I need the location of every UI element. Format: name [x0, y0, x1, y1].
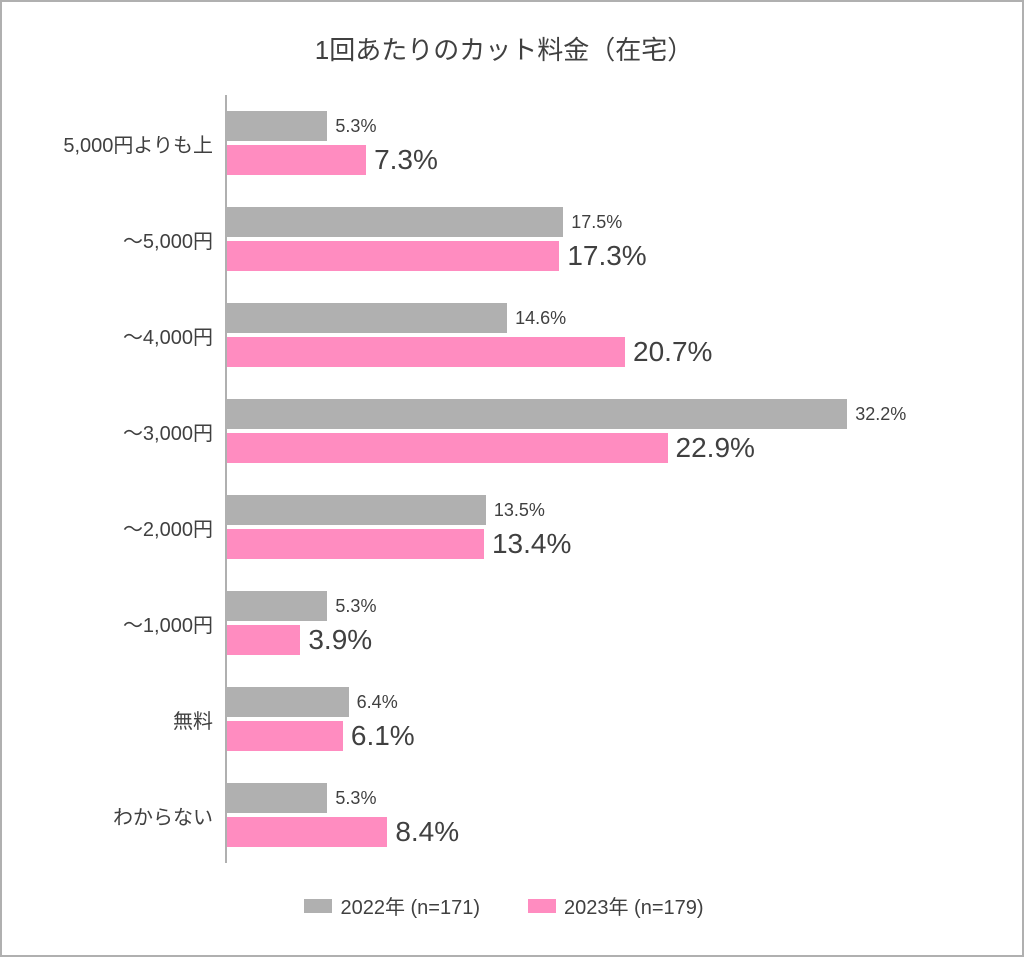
- bar-row-2022: 5.3%: [225, 783, 998, 813]
- bars-area: 5.3% 7.3%: [225, 95, 998, 191]
- bar-row-2023: 20.7%: [225, 337, 998, 367]
- bar-2022: [225, 399, 847, 429]
- bar-2022: [225, 207, 563, 237]
- value-label-2023: 17.3%: [567, 242, 646, 270]
- bar-2023: [225, 529, 484, 559]
- bar-2023: [225, 145, 366, 175]
- chart-container: 1回あたりのカット料金（在宅） 5,000円よりも上 5.3% 7.3% ～5,000…: [0, 0, 1024, 957]
- category-label: わからない: [10, 801, 225, 830]
- bar-2023: [225, 433, 668, 463]
- bar-2022: [225, 495, 486, 525]
- value-label-2023: 6.1%: [351, 722, 415, 750]
- bar-2022: [225, 591, 327, 621]
- value-label-2023: 22.9%: [676, 434, 755, 462]
- bar-row-2022: 14.6%: [225, 303, 998, 333]
- bar-2023: [225, 337, 625, 367]
- value-label-2022: 17.5%: [571, 213, 622, 231]
- bars-area: 14.6% 20.7%: [225, 287, 998, 383]
- category-row: ～2,000円 13.5% 13.4%: [10, 479, 998, 575]
- category-label: ～1,000円: [10, 609, 225, 638]
- bar-row-2022: 17.5%: [225, 207, 998, 237]
- legend-swatch-2023: [528, 899, 556, 913]
- category-row: 無料 6.4% 6.1%: [10, 671, 998, 767]
- bar-row-2023: 7.3%: [225, 145, 998, 175]
- bars-area: 17.5% 17.3%: [225, 191, 998, 287]
- category-label: 無料: [10, 705, 225, 734]
- category-row: ～3,000円 32.2% 22.9%: [10, 383, 998, 479]
- bar-row-2022: 13.5%: [225, 495, 998, 525]
- value-label-2023: 3.9%: [308, 626, 372, 654]
- value-label-2023: 20.7%: [633, 338, 712, 366]
- bar-row-2022: 32.2%: [225, 399, 998, 429]
- bar-2023: [225, 241, 559, 271]
- bar-2022: [225, 783, 327, 813]
- value-label-2022: 5.3%: [335, 789, 376, 807]
- category-label: ～5,000円: [10, 225, 225, 254]
- category-label: ～3,000円: [10, 417, 225, 446]
- bar-row-2023: 13.4%: [225, 529, 998, 559]
- chart-title: 1回あたりのカット料金（在宅）: [10, 30, 998, 67]
- category-label: ～2,000円: [10, 513, 225, 542]
- bar-2023: [225, 625, 300, 655]
- bar-2022: [225, 111, 327, 141]
- category-label: 5,000円よりも上: [10, 129, 225, 158]
- value-label-2022: 32.2%: [855, 405, 906, 423]
- bar-2022: [225, 303, 507, 333]
- category-row: ～4,000円 14.6% 20.7%: [10, 287, 998, 383]
- value-label-2023: 8.4%: [395, 818, 459, 846]
- value-label-2022: 5.3%: [335, 117, 376, 135]
- category-row: ～5,000円 17.5% 17.3%: [10, 191, 998, 287]
- legend-label-2023: 2023年 (n=179): [564, 891, 704, 920]
- category-row: わからない 5.3% 8.4%: [10, 767, 998, 863]
- bar-row-2022: 6.4%: [225, 687, 998, 717]
- legend: 2022年 (n=171) 2023年 (n=179): [10, 891, 998, 920]
- y-axis-line: [225, 95, 227, 863]
- bar-2022: [225, 687, 349, 717]
- bar-row-2023: 8.4%: [225, 817, 998, 847]
- value-label-2023: 7.3%: [374, 146, 438, 174]
- bar-row-2022: 5.3%: [225, 591, 998, 621]
- bars-area: 5.3% 8.4%: [225, 767, 998, 863]
- value-label-2023: 13.4%: [492, 530, 571, 558]
- plot-area: 5,000円よりも上 5.3% 7.3% ～5,000円 17.5% 17.3% ～4,00…: [10, 95, 998, 863]
- category-row: 5,000円よりも上 5.3% 7.3%: [10, 95, 998, 191]
- bar-row-2022: 5.3%: [225, 111, 998, 141]
- legend-item-2023: 2023年 (n=179): [528, 891, 704, 920]
- value-label-2022: 5.3%: [335, 597, 376, 615]
- bars-area: 6.4% 6.1%: [225, 671, 998, 767]
- bar-row-2023: 3.9%: [225, 625, 998, 655]
- legend-label-2022: 2022年 (n=171): [340, 891, 480, 920]
- bar-row-2023: 22.9%: [225, 433, 998, 463]
- bars-area: 13.5% 13.4%: [225, 479, 998, 575]
- bars-area: 32.2% 22.9%: [225, 383, 998, 479]
- legend-item-2022: 2022年 (n=171): [304, 891, 480, 920]
- bar-2023: [225, 721, 343, 751]
- value-label-2022: 6.4%: [357, 693, 398, 711]
- bars-area: 5.3% 3.9%: [225, 575, 998, 671]
- bar-row-2023: 6.1%: [225, 721, 998, 751]
- value-label-2022: 14.6%: [515, 309, 566, 327]
- value-label-2022: 13.5%: [494, 501, 545, 519]
- category-label: ～4,000円: [10, 321, 225, 350]
- legend-swatch-2022: [304, 899, 332, 913]
- bar-row-2023: 17.3%: [225, 241, 998, 271]
- bar-2023: [225, 817, 387, 847]
- category-row: ～1,000円 5.3% 3.9%: [10, 575, 998, 671]
